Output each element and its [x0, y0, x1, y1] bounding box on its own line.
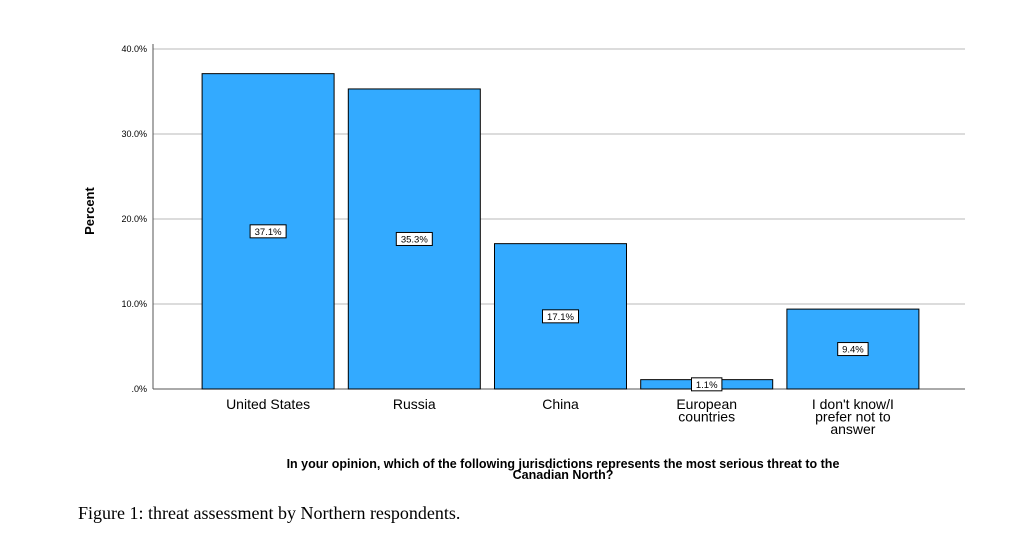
- x-tick-label: I don't know/I: [812, 396, 894, 412]
- y-tick-label: 30.0%: [121, 129, 147, 139]
- x-tick-label: United States: [226, 396, 310, 412]
- data-label-box: [395, 231, 433, 246]
- x-tick-label: Russia: [393, 396, 436, 412]
- x-tick-label: answer: [830, 421, 875, 437]
- y-tick-label: 20.0%: [121, 214, 147, 224]
- data-label: 9.4%: [842, 345, 864, 356]
- x-tick-label: China: [542, 396, 579, 412]
- x-tick-label: prefer not to: [815, 409, 891, 425]
- y-tick-label: 10.0%: [121, 299, 147, 309]
- x-axis-title: Canadian North?: [513, 468, 614, 482]
- figure-caption: Figure 1: threat assessment by Northern …: [78, 503, 461, 523]
- data-label: 35.3%: [401, 234, 428, 245]
- data-label: 17.1%: [547, 312, 574, 323]
- data-label-box: [837, 342, 869, 357]
- data-label: 1.1%: [696, 380, 718, 391]
- x-tick-label: European: [676, 396, 737, 412]
- x-tick-label: countries: [678, 409, 735, 425]
- y-tick-label: .0%: [131, 384, 147, 394]
- data-label-box: [691, 377, 723, 392]
- data-label-box: [542, 309, 579, 324]
- data-label: 37.1%: [255, 227, 282, 238]
- data-label-box: [249, 224, 287, 239]
- bar: [494, 243, 627, 390]
- y-tick-label: 40.0%: [121, 44, 147, 54]
- y-axis-title: Percent: [82, 186, 97, 234]
- x-axis-title: In your opinion, which of the following …: [287, 457, 840, 471]
